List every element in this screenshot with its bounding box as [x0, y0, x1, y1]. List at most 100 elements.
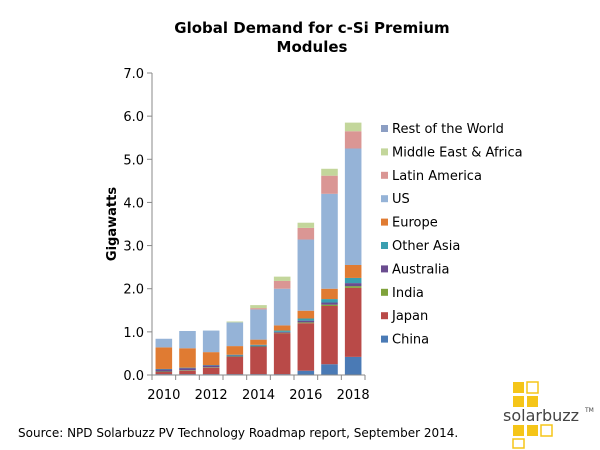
axes — [151, 73, 366, 380]
bar-segment-australia-2010 — [155, 369, 173, 372]
bar-segment-middle-east-africa-2017 — [321, 168, 338, 176]
bar-segment-australia-2014 — [250, 345, 267, 347]
logo-square — [527, 425, 538, 436]
bar-segment-india-2016 — [297, 322, 315, 324]
legend-label: Rest of the World — [392, 122, 504, 137]
bar-segment-other-asia-2011 — [179, 367, 196, 369]
bar-segment-us-2012 — [202, 330, 220, 353]
bar-segment-latin-america-2015 — [273, 280, 291, 289]
logo-square — [512, 438, 525, 449]
legend-label: Other Asia — [392, 239, 460, 254]
logo-square — [526, 381, 539, 394]
bar-segment-latin-america-2017 — [321, 175, 338, 194]
chart-title-line-2: Modules — [277, 38, 348, 56]
bar-segment-other-asia-2017 — [321, 299, 338, 303]
legend-label: Japan — [391, 309, 428, 324]
y-tick-label: 4.0 — [123, 196, 144, 211]
bar-segment-japan-2014 — [250, 346, 267, 375]
bar-segment-china-2016 — [297, 370, 315, 375]
bar-segment-other-asia-2015 — [273, 330, 291, 332]
bar-segment-us-2018 — [344, 148, 362, 265]
y-tick-label: 7.0 — [123, 67, 144, 82]
chart-title-line-1: Global Demand for c-Si Premium — [174, 19, 449, 37]
bar-segment-japan-2013 — [226, 356, 244, 375]
y-axis-ticks: 0.0 1.0 2.0 3.0 4.0 5.0 6.0 7.0 — [123, 67, 152, 384]
bar-segment-europe-2010 — [155, 347, 173, 369]
bar-segment-us-2015 — [273, 288, 291, 326]
bar-segment-japan-2011 — [179, 370, 196, 375]
bar-segment-australia-2016 — [297, 320, 315, 323]
bar-segment-india-2014 — [250, 346, 267, 348]
bar-segment-india-2010 — [155, 371, 173, 373]
bar-segment-india-2017 — [321, 304, 338, 306]
bar-segment-latin-america-2016 — [297, 227, 315, 240]
bar-segment-australia-2013 — [226, 355, 244, 357]
y-tick-label: 0.0 — [123, 369, 144, 384]
legend-swatch — [381, 265, 388, 273]
y-tick-label: 2.0 — [123, 283, 144, 298]
legend-swatch — [381, 242, 388, 249]
source-note: Source: NPD Solarbuzz PV Technology Road… — [18, 426, 458, 440]
bar-segment-us-2016 — [297, 239, 315, 311]
bar-segment-other-asia-2016 — [297, 318, 315, 321]
bar-segment-china-2017 — [321, 364, 338, 375]
bar-segment-us-2014 — [250, 309, 267, 340]
x-tick-label: 2012 — [195, 388, 228, 403]
bar-segment-australia-2015 — [273, 331, 291, 333]
bar-segment-australia-2018 — [344, 283, 362, 287]
bar-segment-india-2013 — [226, 356, 244, 357]
bar-segment-australia-2017 — [321, 302, 338, 305]
legend-label: Latin America — [392, 169, 482, 184]
legend-label: China — [392, 333, 429, 348]
bar-segment-australia-2011 — [179, 368, 196, 371]
legend-swatch — [381, 195, 388, 203]
bar-segment-other-asia-2012 — [202, 365, 220, 366]
bar-segment-other-asia-2013 — [226, 354, 244, 356]
bar-segment-other-asia-2014 — [250, 344, 267, 346]
bar-segment-japan-2018 — [344, 287, 362, 357]
bar-segment-japan-2017 — [321, 305, 338, 365]
bar-segment-india-2018 — [344, 286, 362, 288]
legend-label: Europe — [392, 216, 438, 231]
bar-segment-latin-america-2018 — [344, 131, 362, 149]
bar-segment-middle-east-africa-2013 — [226, 321, 244, 323]
bar-segment-europe-2012 — [202, 352, 220, 366]
bar-segment-us-2013 — [226, 322, 244, 347]
bar-segment-japan-2015 — [273, 333, 291, 375]
y-tick-label: 3.0 — [123, 240, 144, 255]
bar-segment-us-2010 — [155, 338, 173, 348]
logo-text: solarbuzz — [503, 406, 579, 425]
y-tick-label: 1.0 — [123, 326, 144, 341]
bar-segment-india-2012 — [202, 367, 220, 368]
bar-segment-other-asia-2018 — [344, 277, 362, 284]
bar-segment-other-asia-2010 — [155, 368, 173, 370]
legend: Rest of the World Middle East & Africa Lat… — [381, 122, 523, 348]
bar-segment-japan-2012 — [202, 367, 220, 375]
bar-segment-europe-2017 — [321, 288, 338, 300]
bar-segment-australia-2012 — [202, 365, 220, 368]
logo-square — [513, 382, 524, 393]
y-axis-label: Gigawatts — [105, 187, 120, 261]
logo-square — [527, 396, 538, 407]
y-tick-label: 5.0 — [123, 153, 144, 168]
bar-segment-europe-2018 — [344, 264, 362, 278]
bar-segment-middle-east-africa-2016 — [297, 222, 315, 228]
bar-segment-europe-2014 — [250, 339, 267, 345]
solarbuzz-logo: solarbuzz TM — [503, 381, 594, 449]
legend-swatch — [381, 335, 388, 343]
bar-segment-middle-east-africa-2018 — [344, 122, 362, 132]
legend-label: India — [392, 286, 424, 301]
bar-segment-india-2011 — [179, 370, 196, 371]
bar-segment-europe-2013 — [226, 346, 244, 355]
bar-segment-europe-2015 — [273, 325, 291, 331]
bar-segment-china-2018 — [344, 356, 362, 375]
bar-segment-europe-2011 — [179, 348, 196, 368]
bar-segment-us-2011 — [179, 330, 196, 349]
bar-segment-japan-2016 — [297, 323, 315, 371]
x-tick-label: 2018 — [337, 388, 370, 403]
legend-swatch — [381, 312, 388, 320]
logo-square — [513, 425, 524, 436]
bar-segment-india-2015 — [273, 332, 291, 334]
legend-label: Australia — [392, 262, 450, 277]
